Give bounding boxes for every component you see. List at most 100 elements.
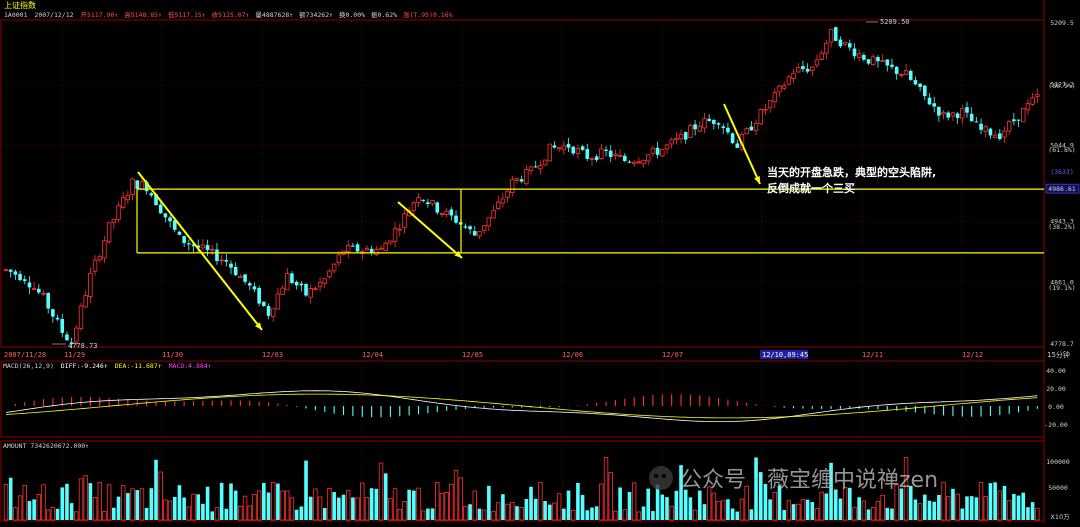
amount-bar-up [706, 486, 712, 521]
amount-bar-down [754, 457, 758, 520]
candle-body-up [322, 278, 327, 284]
amount-bar-down [660, 494, 665, 520]
candle-body-down [468, 226, 472, 230]
amount-bar-up [721, 500, 726, 521]
annotation-overlay [136, 103, 1044, 331]
amount-bar-up [814, 508, 820, 521]
amount-bar-up [238, 506, 243, 521]
candle-body-down [988, 128, 993, 136]
amount-bar-down [487, 485, 491, 520]
amount-bar-up [416, 487, 421, 521]
candle-body-up [41, 292, 46, 295]
candle-body-up [331, 263, 337, 272]
amount-bar-up [271, 482, 276, 521]
amount-bar-up [355, 497, 360, 521]
candle-body-down [716, 123, 721, 125]
amount-bar-down [369, 488, 374, 520]
amount-bar-down [547, 504, 552, 520]
macd-axis-label: -20.00 [1044, 421, 1068, 429]
candle-body-up [796, 67, 801, 73]
candle-body-down [351, 245, 355, 247]
amount-bar-down [951, 488, 955, 520]
amount-bar-up [158, 471, 163, 521]
interval-label[interactable]: 15分钟 [1047, 350, 1070, 359]
amount-bar-down [726, 499, 730, 520]
candle-body-up [402, 213, 407, 228]
amount-bar-down [262, 482, 266, 520]
candle-body-up [669, 139, 674, 145]
amount-bar-up [247, 505, 252, 521]
amount-bar-up [360, 482, 365, 521]
amount-bar-down [144, 507, 149, 520]
amount-bar-up [491, 510, 496, 521]
amount-bar-down [683, 489, 688, 520]
amount-bar-up [453, 469, 459, 521]
candle-body-down [205, 245, 210, 251]
candle-body-down [533, 166, 538, 168]
candle-body-up [561, 145, 567, 151]
amount-bar-up [289, 497, 295, 521]
amount-bar-down [805, 499, 810, 520]
amount-bar-up [313, 488, 318, 521]
candle-body-up [674, 137, 679, 140]
amount-bar-down [196, 494, 200, 520]
amount-bar-down [824, 493, 829, 520]
candle-body-up [374, 249, 379, 256]
candle-body-down [594, 156, 599, 161]
annotation-text-line1: 当天的开盘急跌，典型的空头陷阱, [767, 165, 936, 179]
price-axis-label: (3633) [1050, 168, 1073, 176]
cursor-time-label: 12/10,09:45 [762, 351, 808, 359]
candle-body-down [852, 48, 857, 57]
candle-body-down [890, 64, 894, 67]
price-axis-label: 5209.5 [1050, 19, 1074, 27]
amount-bar-up [388, 497, 393, 521]
amount-bar-down [201, 503, 205, 520]
amount-bar-down [501, 494, 505, 520]
amount-bar-down [908, 485, 913, 520]
candle-body-up [500, 198, 506, 204]
amount-bar-down [730, 508, 735, 520]
candle-body-down [369, 248, 374, 254]
candle-body-down [838, 39, 843, 47]
candle-body-down [8, 269, 13, 272]
time-label: 12/06 [562, 351, 583, 359]
amount-bar-down [219, 482, 224, 520]
candle-body-up [763, 108, 768, 111]
amount-bar-down [322, 508, 327, 520]
quote-date: 2007/12/12 [34, 11, 73, 19]
amount-bar-up [186, 506, 192, 521]
amount-bar-up [242, 495, 248, 521]
candle-body-down [1012, 119, 1016, 122]
amount-bar-down [585, 510, 590, 520]
amount-bar-up [402, 501, 407, 521]
candle-body-down [735, 143, 740, 148]
amount-bar-down [426, 508, 430, 520]
macd-panel [5, 390, 1038, 422]
candle-body-down [215, 249, 219, 262]
candle-body-down [1016, 119, 1021, 121]
amount-bar-up [280, 490, 285, 521]
candle-body-up [1025, 103, 1031, 111]
amount-bar-up [120, 485, 126, 521]
amount-bar-down [69, 503, 74, 520]
candle-body-down [913, 80, 918, 85]
arrow-2-head [454, 250, 462, 258]
candle-body-up [678, 133, 684, 140]
candle-body-up [599, 148, 604, 160]
amount-bar-up [163, 499, 168, 521]
amount-bar-up [45, 509, 51, 521]
macd-dea: DEA:-11.687↑ [115, 362, 162, 370]
amount-bar-up [852, 506, 857, 521]
candle-body-up [556, 147, 562, 150]
candle-body-down [46, 293, 50, 309]
candle-body-up [814, 59, 820, 66]
candle-body-up [646, 154, 651, 162]
candle-body-up [327, 270, 332, 278]
amount-bar-down [112, 507, 116, 520]
amount-bar-down [965, 496, 969, 520]
candle-body-down [224, 259, 229, 262]
amount-bar-down [351, 497, 355, 520]
amount-bar-up [17, 495, 23, 521]
